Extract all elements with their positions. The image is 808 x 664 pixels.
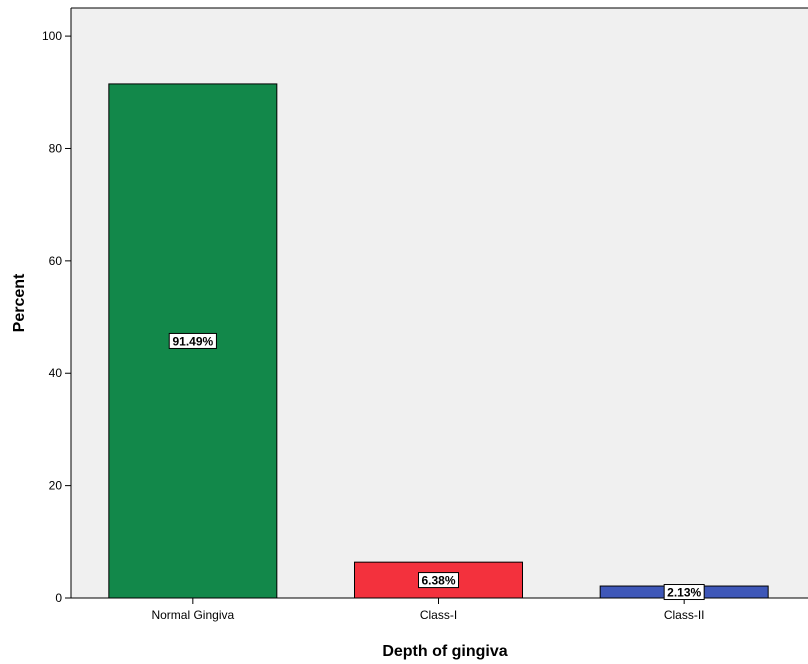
data-label-box bbox=[168, 332, 217, 349]
data-label-text: 6.38% bbox=[421, 574, 455, 588]
data-label: 2.13% bbox=[663, 584, 705, 601]
data-label: 91.49% bbox=[168, 332, 217, 349]
y-tick-label: 20 bbox=[49, 479, 63, 493]
data-label-text: 2.13% bbox=[667, 586, 701, 600]
x-tick-label: Class-II bbox=[664, 608, 705, 622]
y-tick-label: 80 bbox=[49, 141, 63, 155]
data-label-box bbox=[663, 584, 705, 601]
data-label-box bbox=[418, 572, 459, 589]
y-tick-label: 60 bbox=[49, 254, 63, 268]
data-label: 6.38% bbox=[418, 572, 459, 589]
x-tick-label: Normal Gingiva bbox=[151, 608, 234, 622]
y-tick-label: 100 bbox=[42, 29, 62, 43]
y-tick-label: 0 bbox=[55, 591, 62, 605]
data-labels: 91.49% 6.38% 2.13% bbox=[168, 332, 705, 601]
x-tick-label: Class-I bbox=[420, 608, 457, 622]
y-axis-title: Percent bbox=[11, 273, 28, 332]
y-axis: 0 20 40 60 80 100 bbox=[42, 7, 808, 605]
data-label-text: 91.49% bbox=[172, 334, 213, 348]
y-tick-label: 40 bbox=[49, 366, 63, 380]
x-axis-title: Depth of gingiva bbox=[382, 643, 507, 660]
x-axis: Normal Gingiva Class-I Class-II bbox=[71, 597, 808, 622]
